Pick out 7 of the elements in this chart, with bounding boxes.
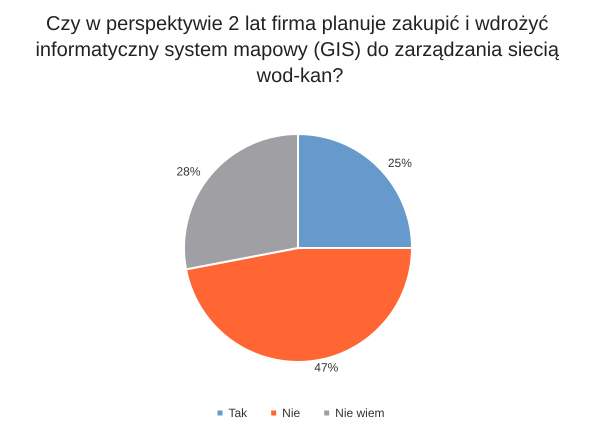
legend-label: Nie [282,406,300,420]
chart-title: Czy w perspektywie 2 lat firma planuje zakupić i wdrożyć informatyczny system mapowy (GIS) do zarządzania siecią wod-kan? [35,13,565,87]
data-label: 47% [314,360,339,374]
data-label: 28% [176,164,201,179]
data-label: 25% [388,156,412,170]
legend-label: Tak [228,406,248,420]
legend-label: Nie wiem [335,406,385,420]
